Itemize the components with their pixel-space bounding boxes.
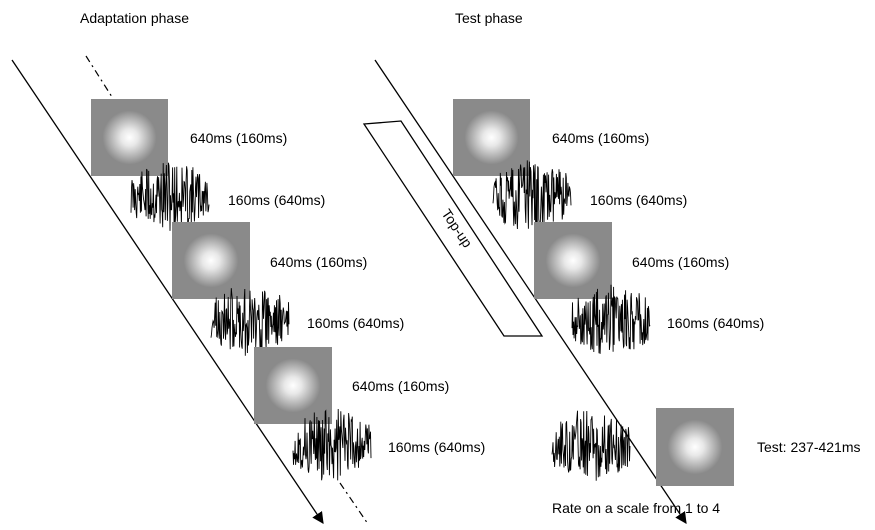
adaptation-trial-3: 640ms (160ms) 160ms (640ms) [254, 347, 485, 481]
gabor-duration-label: 640ms (160ms) [632, 254, 729, 270]
gabor-stimulus [91, 99, 168, 176]
adaptation-timeline-arrow [11, 59, 324, 524]
noise-duration-label: 160ms (640ms) [307, 315, 404, 331]
noise-stimulus [130, 162, 210, 233]
adaptation-continuation-bottom [339, 482, 369, 525]
noise-stimulus [292, 408, 372, 481]
gabor-stimulus [172, 222, 250, 299]
gabor-stimulus [534, 222, 612, 299]
adaptation-trial-2: 640ms (160ms) 160ms (640ms) [172, 222, 404, 356]
topup-bracket [362, 120, 544, 337]
test-gabor-stimulus [656, 408, 734, 486]
noise-waveform [571, 284, 651, 354]
noise-stimulus [571, 284, 651, 354]
test-trial-1: 640ms (160ms) 160ms (640ms) [453, 99, 687, 232]
test-timeline-arrow [374, 59, 687, 524]
noise-duration-label: 160ms (640ms) [667, 315, 764, 331]
noise-waveform [551, 410, 631, 481]
noise-stimulus [210, 288, 290, 356]
adaptation-continuation-top [85, 55, 113, 98]
adaptation-trial-1: 640ms (160ms) 160ms (640ms) [91, 99, 325, 233]
topup-label: Top-up [439, 206, 476, 251]
rating-instruction: Rate on a scale from 1 to 4 [552, 500, 720, 516]
noise-waveform [492, 160, 572, 232]
gabor-duration-label: 640ms (160ms) [552, 130, 649, 146]
gabor-duration-label: 640ms (160ms) [270, 254, 367, 270]
noise-waveform [130, 162, 210, 233]
test-stimulus-group: Test: 237-421ms Rate on a scale from 1 t… [551, 408, 861, 516]
gabor-stimulus [453, 99, 530, 176]
noise-duration-label: 160ms (640ms) [228, 192, 325, 208]
gabor-duration-label: 640ms (160ms) [190, 130, 287, 146]
test-trial-2: 640ms (160ms) 160ms (640ms) [534, 222, 764, 354]
test-noise-stimulus [551, 410, 631, 481]
gabor-duration-label: 640ms (160ms) [352, 378, 449, 394]
test-duration-label: Test: 237-421ms [757, 439, 861, 455]
noise-waveform [210, 288, 290, 356]
noise-duration-label: 160ms (640ms) [590, 192, 687, 208]
noise-waveform [292, 408, 372, 481]
noise-duration-label: 160ms (640ms) [388, 439, 485, 455]
adaptation-phase-title: Adaptation phase [80, 10, 189, 26]
noise-stimulus [492, 160, 572, 232]
test-phase-title: Test phase [455, 10, 523, 26]
gabor-stimulus [254, 347, 332, 424]
